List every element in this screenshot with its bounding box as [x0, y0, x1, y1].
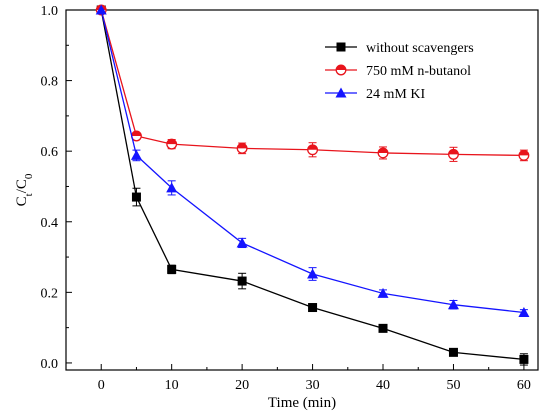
x-axis-ticks: 0 10 20 30 40 50 60: [98, 364, 531, 393]
legend-label: without scavengers: [366, 41, 474, 56]
circle-marker-half: [166, 139, 177, 145]
circle-marker-half: [237, 143, 247, 149]
y-tick-label: 0.6: [41, 145, 59, 160]
data-point: [307, 144, 319, 156]
series-0: [96, 5, 529, 366]
y-tick-label: 0.2: [41, 286, 59, 301]
data-point: [307, 268, 319, 279]
circle-marker-half: [307, 144, 318, 150]
y-tick-label: 0.4: [41, 216, 59, 231]
legend: without scavengers 750 mM n-butanol 24 mM …: [325, 41, 474, 102]
data-point: [518, 306, 530, 317]
circle-marker-half: [336, 65, 346, 70]
circle-marker-half: [378, 148, 388, 153]
y-axis-title: Ct/C0: [14, 173, 35, 206]
circle-marker-half: [131, 131, 142, 136]
data-point: [448, 148, 459, 160]
series-2: [95, 4, 530, 317]
legend-label: 750 mM n-butanol: [366, 64, 471, 79]
x-tick-label: 60: [517, 378, 531, 393]
data-point: [377, 147, 389, 159]
series-line: [100, 9, 524, 314]
legend-entry: without scavengers: [325, 41, 474, 56]
data-point: [377, 287, 389, 298]
data-point: [130, 149, 142, 160]
plot-frame: [65, 9, 539, 371]
data-point: [448, 347, 458, 357]
legend-label: 24 mM KI: [366, 87, 425, 102]
data-point: [166, 182, 178, 193]
legend-marker: [335, 64, 347, 76]
data-point: [237, 276, 247, 286]
legend-entry: 24 mM KI: [325, 87, 425, 102]
data-point: [236, 142, 248, 154]
legend-entry: 750 mM n-butanol: [325, 64, 471, 79]
series-layer: [95, 4, 530, 366]
x-tick-label: 30: [306, 378, 320, 393]
y-tick-label: 0.0: [41, 357, 59, 372]
series-line: [100, 9, 524, 157]
series-1: [95, 4, 530, 162]
y-tick-label: 1.0: [41, 4, 59, 19]
series-line: [100, 9, 524, 361]
x-tick-label: 50: [446, 378, 460, 393]
y-tick-label: 0.8: [41, 75, 59, 90]
data-point: [130, 130, 142, 142]
circle-marker-half: [448, 149, 459, 155]
x-tick-label: 10: [165, 378, 179, 393]
data-point: [518, 149, 530, 161]
data-point: [519, 354, 529, 364]
data-point: [447, 299, 459, 310]
data-point: [236, 237, 248, 248]
data-point: [166, 138, 178, 150]
data-point: [131, 192, 141, 202]
circle-marker-half: [519, 150, 529, 156]
legend-marker: [336, 42, 346, 52]
x-tick-label: 40: [376, 378, 390, 393]
data-point: [167, 264, 177, 274]
x-tick-label: 0: [98, 378, 105, 393]
x-tick-label: 20: [235, 378, 249, 393]
x-axis-title: Time (min): [268, 395, 336, 411]
y-axis-ticks: 0.0 0.2 0.4 0.6 0.8 1.0: [41, 4, 72, 372]
legend-marker: [335, 87, 347, 98]
data-point: [378, 323, 388, 333]
data-point: [308, 303, 318, 313]
data-point: [95, 4, 107, 15]
